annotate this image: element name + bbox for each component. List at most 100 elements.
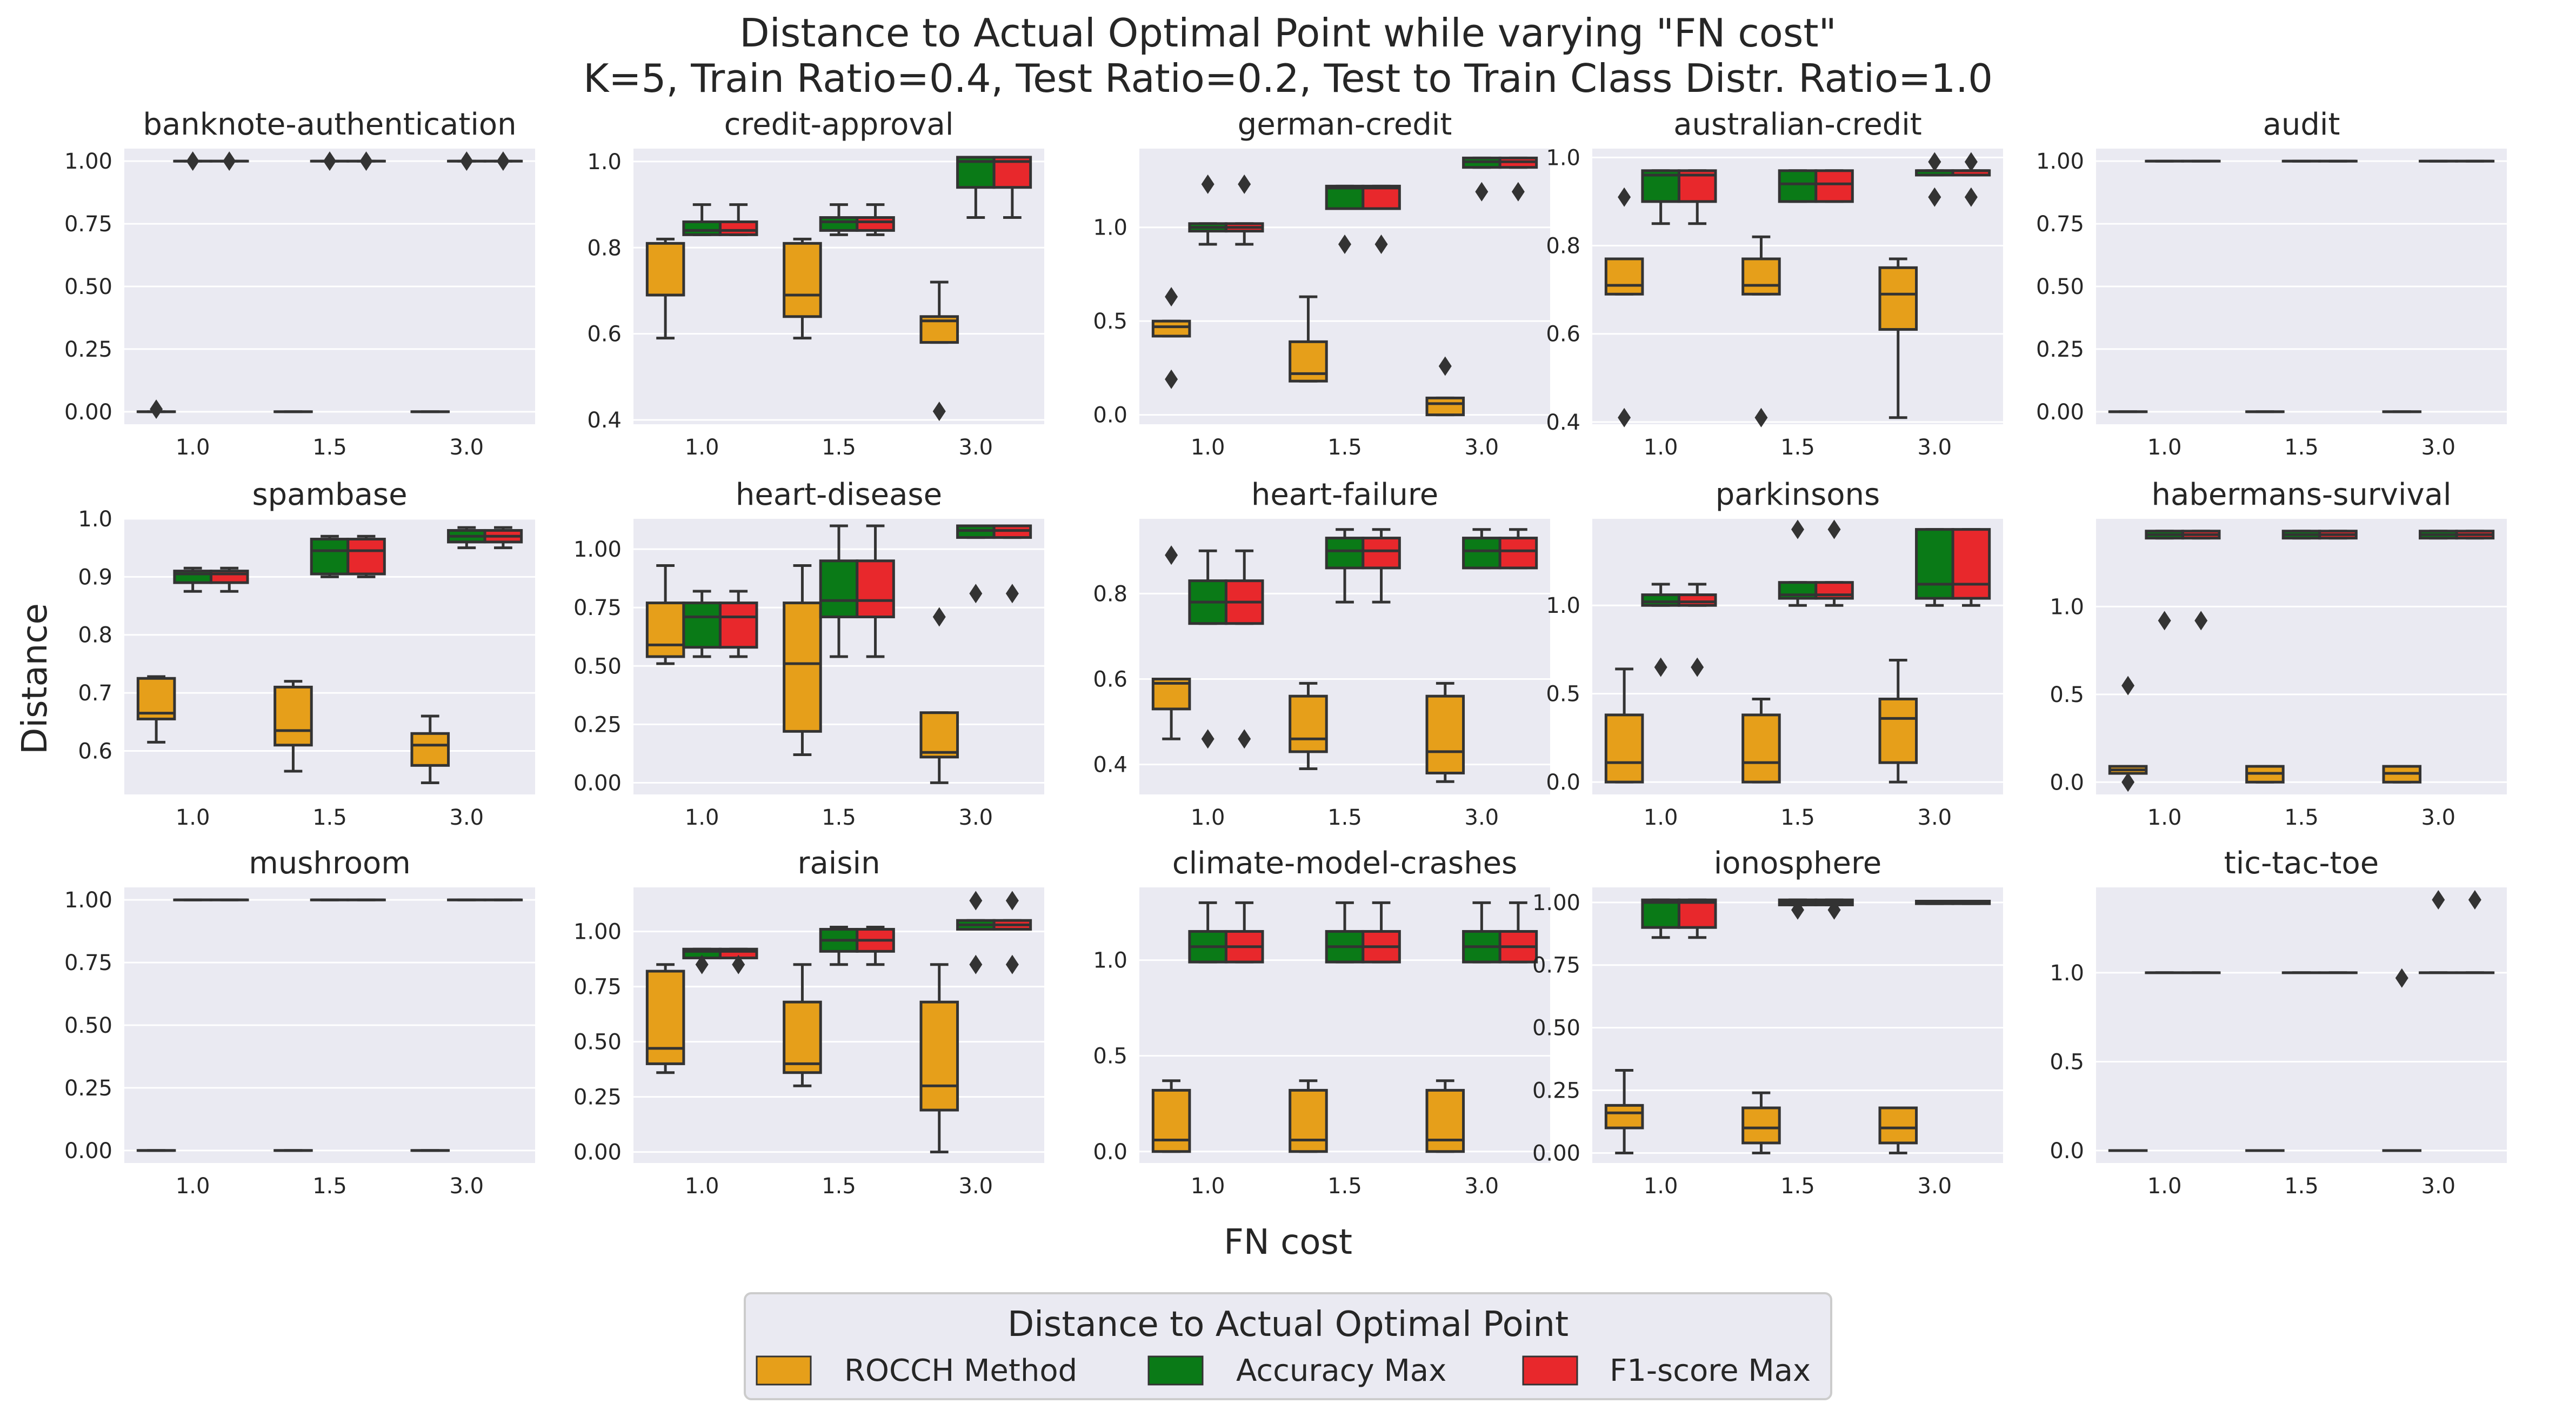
box-accuracy-max <box>1188 549 1227 749</box>
outlier-point <box>223 151 236 171</box>
y-tick-label: 0.50 <box>1532 1016 1580 1041</box>
x-tick-label: 1.0 <box>1644 805 1678 830</box>
box-rocch-method <box>1151 545 1191 740</box>
box-f1-score-max <box>2455 890 2495 974</box>
x-tick-label: 1.5 <box>822 1174 856 1199</box>
box-accuracy-max <box>2419 890 2458 974</box>
subplot-ionosphere: 0.00 0.25 0.50 0.75 1.00 1.0 1.5 3.0 ionosphere <box>1532 846 2003 1199</box>
subplot-title: habermans-survival <box>2152 477 2452 512</box>
box-accuracy-max <box>682 947 722 974</box>
box-f1-score-max <box>2181 530 2221 631</box>
legend-swatch-accuracy <box>1147 1355 1204 1386</box>
box-body <box>1604 1104 1644 1129</box>
subplot-credit-approval: 0.4 0.6 0.8 1.0 1.0 1.5 3.0 credit-approval <box>587 107 1044 460</box>
box-body <box>1425 694 1465 774</box>
outlier-point <box>1964 152 1978 172</box>
x-tick-label: 1.0 <box>1191 805 1225 830</box>
box-body <box>1289 694 1328 753</box>
outlier-point <box>186 151 199 171</box>
box-rocch-method <box>1425 1079 1465 1153</box>
box-f1-score-max <box>1677 583 1717 677</box>
box-rocch-method <box>1878 659 1918 784</box>
box-accuracy-max <box>1915 528 1954 607</box>
x-tick-label: 1.0 <box>1191 435 1225 460</box>
x-tick-label: 1.5 <box>312 1174 347 1199</box>
box-rocch-method <box>1741 235 1781 427</box>
y-tick-label: 0.75 <box>1532 953 1580 978</box>
outlier-point <box>1475 182 1489 202</box>
box-body <box>310 538 350 576</box>
y-tick-label: 0.7 <box>78 681 112 706</box>
box-body <box>1498 537 1538 570</box>
box-accuracy-max <box>1188 901 1227 964</box>
box-accuracy-max <box>1641 583 1680 677</box>
outlier-point <box>1165 287 1178 307</box>
box-f1-score-max <box>209 566 249 593</box>
y-tick-label: 1.00 <box>2036 149 2084 174</box>
outlier-point <box>1791 900 1804 920</box>
outlier-point <box>323 151 336 171</box>
box-accuracy-max <box>310 151 350 171</box>
box-accuracy-max <box>1915 900 1954 905</box>
box-f1-score-max <box>1362 901 1401 964</box>
box-f1-score-max <box>992 891 1032 974</box>
x-tick-label: 1.5 <box>1327 805 1362 830</box>
box-body <box>1951 528 1991 600</box>
y-tick-label: 1.00 <box>573 537 622 562</box>
outlier-point <box>732 954 745 974</box>
x-tick-label: 3.0 <box>450 1174 484 1199</box>
outlier-point <box>1791 519 1804 539</box>
y-tick-label: 0.6 <box>1546 322 1580 347</box>
box-f1-score-max <box>1362 184 1401 254</box>
x-tick-label: 3.0 <box>2421 805 2456 830</box>
x-tick-label: 1.0 <box>176 805 210 830</box>
legend-swatch-f1 <box>1522 1355 1578 1386</box>
box-body <box>1741 713 1781 784</box>
outlier-point <box>2395 968 2408 988</box>
box-f1-score-max <box>992 524 1032 604</box>
box-body <box>1778 169 1818 203</box>
box-rocch-method <box>1741 697 1781 784</box>
subplot-title: heart-disease <box>736 477 942 512</box>
box-rocch-method <box>783 963 822 1087</box>
box-f1-score-max <box>718 947 758 974</box>
outlier-point <box>2468 890 2481 910</box>
box-body <box>1641 898 1680 929</box>
outlier-point <box>1165 545 1178 565</box>
box-body <box>783 601 822 733</box>
box-body <box>919 711 959 759</box>
box-rocch-method <box>1741 1091 1781 1154</box>
box-rocch-method <box>1289 295 1328 383</box>
x-tick-label: 1.0 <box>2147 435 2182 460</box>
box-rocch-method <box>1151 1079 1191 1153</box>
outlier-point <box>1238 729 1251 749</box>
outlier-point <box>932 402 946 422</box>
x-tick-label: 1.5 <box>312 435 347 460</box>
y-tick-label: 0.9 <box>78 565 112 590</box>
box-accuracy-max <box>819 524 859 658</box>
y-tick-label: 0.50 <box>573 1030 622 1055</box>
box-f1-score-max <box>483 526 523 550</box>
subplot-mushroom: 0.00 0.25 0.50 0.75 1.00 1.0 1.5 3.0 mushroom <box>64 846 535 1199</box>
y-tick-label: 0.6 <box>1093 667 1127 692</box>
box-body <box>1604 713 1644 784</box>
box-rocch-method <box>783 237 822 340</box>
x-tick-label: 3.0 <box>1918 1174 1952 1199</box>
box-body <box>1677 898 1717 929</box>
outlier-point <box>1201 729 1214 749</box>
x-tick-label: 1.5 <box>822 805 856 830</box>
box-body <box>783 1000 822 1074</box>
outlier-point <box>1374 234 1388 254</box>
outlier-point <box>150 399 163 419</box>
y-tick-label: 0.50 <box>2036 275 2084 299</box>
outlier-point <box>1338 234 1351 254</box>
box-rocch-method <box>645 963 685 1074</box>
y-tick-label: 0.8 <box>1546 234 1580 259</box>
y-tick-label: 0.25 <box>1532 1079 1580 1104</box>
x-tick-label: 1.0 <box>685 805 719 830</box>
box-rocch-method <box>273 680 313 773</box>
y-tick-label: 0.75 <box>64 212 112 237</box>
x-tick-label: 1.5 <box>2284 805 2319 830</box>
x-tick-label: 1.0 <box>685 435 719 460</box>
